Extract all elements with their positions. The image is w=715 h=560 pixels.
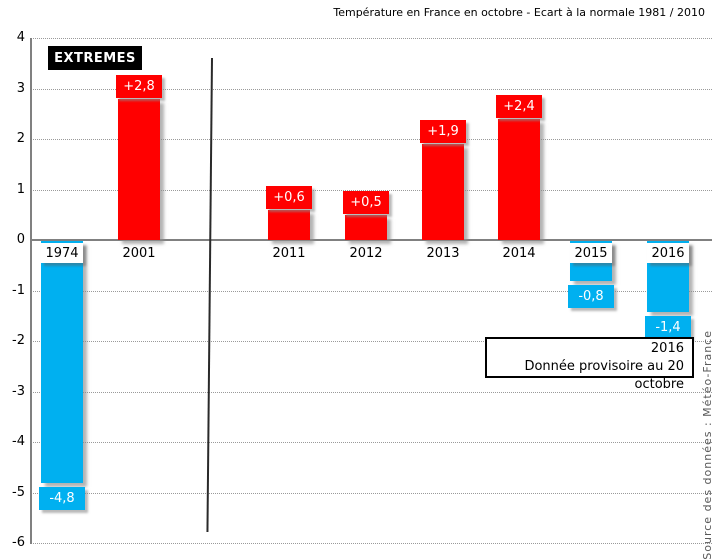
bar-2001 — [118, 98, 160, 240]
year-label-2011: 2011 — [272, 246, 306, 261]
gridline--3 — [31, 391, 712, 393]
y-tick-3: 3 — [16, 80, 25, 96]
y-tick--1: -1 — [12, 282, 25, 298]
section-divider-line — [206, 57, 213, 532]
value-label-2012: +0,5 — [343, 190, 389, 214]
value-label-2001: +2,8 — [116, 74, 162, 98]
year-label-1974: 1974 — [41, 243, 83, 263]
year-label-2014: 2014 — [502, 246, 536, 261]
extremes-badge: EXTREMES — [48, 46, 142, 70]
gridline--1 — [31, 290, 712, 292]
value-label-1974: -4,8 — [39, 487, 85, 511]
gridline-3 — [31, 88, 712, 90]
year-label-2013: 2013 — [426, 246, 460, 261]
year-label-2016: 2016 — [647, 243, 689, 263]
chart-title: Température en France en octobre - Ecart… — [333, 6, 705, 19]
y-tick-1: 1 — [16, 181, 25, 197]
value-label-2016: -1,4 — [645, 315, 691, 339]
gridline-2 — [31, 139, 712, 140]
gridline--2 — [31, 341, 712, 342]
value-label-2013: +1,9 — [420, 120, 466, 144]
bar-2013 — [422, 144, 464, 240]
provisional-note-year: 2016 — [650, 341, 684, 356]
bar-2011 — [268, 209, 310, 240]
y-tick--5: -5 — [12, 484, 25, 500]
gridline--5 — [31, 492, 712, 494]
gridline--6 — [31, 543, 712, 544]
y-tick--4: -4 — [12, 434, 25, 449]
provisional-note-box: 2016 Donnée provisoire au 20 octobre — [485, 337, 694, 392]
value-label-2011: +0,6 — [266, 185, 312, 209]
year-label-2012: 2012 — [349, 246, 383, 261]
bar-1974 — [41, 241, 83, 484]
y-tick--6: -6 — [12, 535, 25, 550]
provisional-note-text: Donnée provisoire au 20 octobre — [524, 359, 684, 392]
y-tick-4: 4 — [16, 30, 25, 45]
bar-2012 — [345, 214, 387, 240]
gridline-4 — [31, 38, 712, 39]
y-tick--2: -2 — [12, 333, 25, 348]
gridline--4 — [31, 442, 712, 443]
year-label-2001: 2001 — [122, 246, 156, 261]
zero-line — [31, 239, 712, 241]
y-tick-0: 0 — [16, 232, 25, 247]
y-tick-2: 2 — [16, 131, 25, 146]
value-label-2015: -0,8 — [568, 285, 614, 309]
value-label-2014: +2,4 — [496, 94, 542, 118]
year-label-2015: 2015 — [570, 243, 612, 263]
bar-2014 — [498, 118, 540, 240]
y-tick--3: -3 — [12, 383, 25, 399]
gridline-1 — [31, 189, 712, 191]
y-axis-line — [30, 38, 32, 544]
data-source-caption: Source des données : Météo-France — [701, 330, 714, 560]
